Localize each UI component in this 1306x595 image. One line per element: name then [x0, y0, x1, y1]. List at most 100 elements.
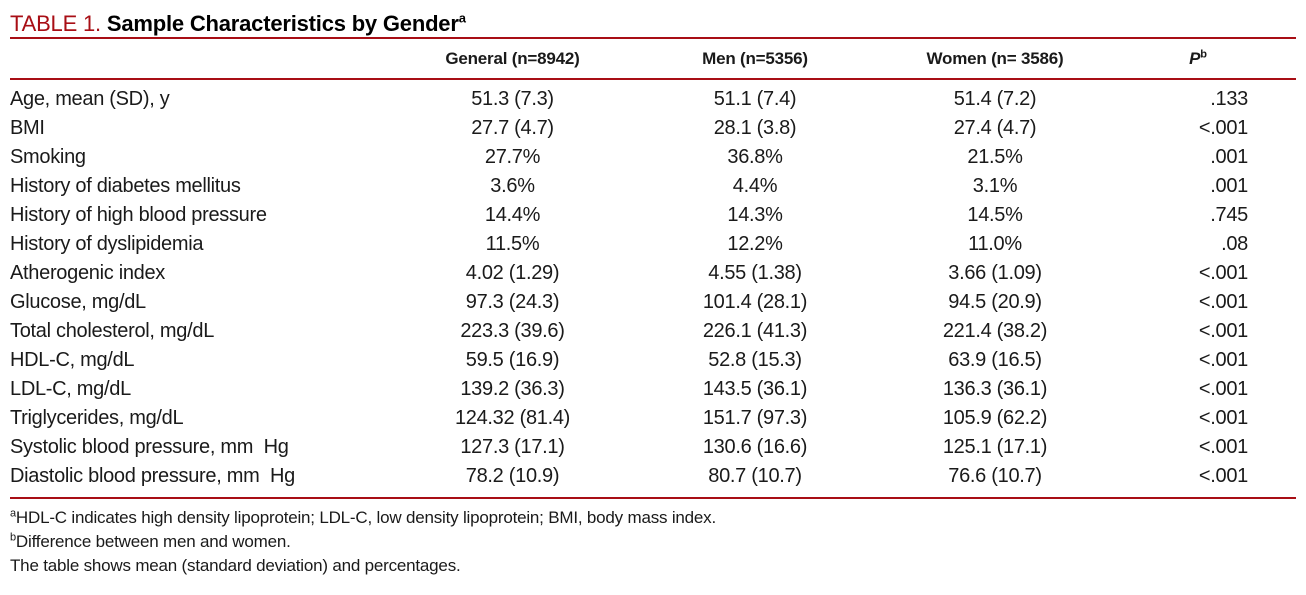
table-body: Age, mean (SD), y 51.3 (7.3) 51.1 (7.4) 51.… [10, 80, 1296, 497]
cell-men: 12.2% [727, 233, 783, 255]
footnote-a-text: HDL-C indicates high density lipoprotein… [15, 508, 716, 527]
cell-men: 80.7 (10.7) [708, 465, 802, 487]
cell-women: 3.1% [972, 175, 1018, 197]
cell-general: 51.3 (7.3) [471, 88, 554, 110]
cell-label: History of high blood pressure [10, 204, 267, 226]
cell-label: Total cholesterol, mg/dL [10, 320, 215, 342]
cell-women: 3.66 (1.09) [948, 262, 1042, 284]
cell-women: 63.9 (16.5) [948, 349, 1042, 371]
cell-men: 36.8% [727, 146, 783, 168]
table-row: Atherogenic index 4.02 (1.29) 4.55 (1.38) 3… [10, 259, 1296, 288]
table-number-label: TABLE 1. [10, 11, 107, 36]
table-title-superscript: a [458, 10, 466, 26]
table-row: HDL-C, mg/dL 59.5 (16.9) 52.8 (15.3) 63.9 (… [10, 346, 1296, 375]
cell-label: BMI [10, 117, 45, 139]
cell-men: 52.8 (15.3) [708, 349, 802, 371]
cell-label: Diastolic blood pressure, mm Hg [10, 465, 295, 487]
cell-women: 21.5% [967, 146, 1023, 168]
cell-p: <.001 [1198, 349, 1248, 371]
cell-men: 130.6 (16.6) [702, 436, 808, 458]
cell-general: 3.6% [490, 175, 535, 197]
footnote-b-text: Difference between men and women. [15, 532, 291, 551]
header-women: Women (n= 3586) [926, 48, 1064, 68]
cell-women: 136.3 (36.1) [942, 378, 1048, 400]
header-p-value: Pb [1100, 49, 1296, 69]
table-header-row: General (n=8942) Men (n=5356) Women (n= … [10, 39, 1296, 78]
cell-label: Triglycerides, mg/dL [10, 407, 184, 429]
cell-p: <.001 [1198, 378, 1248, 400]
cell-men: 226.1 (41.3) [702, 320, 808, 342]
cell-general: 14.4% [484, 204, 541, 226]
cell-p: .133 [1210, 88, 1248, 110]
cell-general: 139.2 (36.3) [460, 378, 565, 400]
table-row: History of dyslipidemia 11.5% 12.2% 11.0% .0… [10, 230, 1296, 259]
footnote-general: The table shows mean (standard deviation… [10, 554, 1296, 578]
cell-label: Systolic blood pressure, mm Hg [10, 436, 289, 458]
footnote-a: aHDL-C indicates high density lipoprotei… [10, 506, 1296, 530]
p-header-superscript: b [1200, 48, 1207, 60]
cell-general: 27.7% [484, 146, 541, 168]
footnote-b: bDifference between men and women. [10, 530, 1296, 554]
table-row: Systolic blood pressure, mm Hg 127.3 (17.… [10, 433, 1296, 462]
table-title: Sample Characteristics by Gender [106, 11, 459, 36]
cell-men: 4.55 (1.38) [708, 262, 802, 284]
footnote-general-text: The table shows mean (standard deviation… [10, 556, 461, 575]
footnote-b-superscript: b [10, 531, 16, 544]
cell-label: LDL-C, mg/dL [10, 378, 131, 400]
header-rule [10, 78, 1296, 80]
cell-women: 51.4 (7.2) [953, 88, 1037, 110]
header-men: Men (n=5356) [702, 48, 808, 68]
cell-men: 14.3% [727, 204, 783, 226]
cell-women: 14.5% [967, 204, 1023, 226]
cell-general: 27.7 (4.7) [471, 117, 554, 139]
cell-general: 4.02 (1.29) [465, 262, 560, 284]
cell-women: 221.4 (38.2) [942, 320, 1048, 342]
cell-general: 11.5% [485, 233, 540, 255]
cell-label: HDL-C, mg/dL [10, 349, 135, 371]
cell-general: 124.32 (81.4) [454, 407, 571, 429]
cell-p: <.001 [1198, 436, 1248, 458]
cell-p: .745 [1210, 204, 1248, 226]
table-row: BMI 27.7 (4.7) 28.1 (3.8) 27.4 (4.7) <.001 [10, 114, 1296, 143]
table-row: Glucose, mg/dL 97.3 (24.3) 101.4 (28.1) 94.… [10, 288, 1296, 317]
cell-women: 76.6 (10.7) [948, 465, 1042, 487]
cell-women: 27.4 (4.7) [953, 117, 1037, 139]
table-row: Triglycerides, mg/dL 124.32 (81.4) 151.7 (… [10, 404, 1296, 433]
cell-p: <.001 [1198, 407, 1248, 429]
cell-label: History of diabetes mellitus [10, 175, 241, 197]
cell-label: History of dyslipidemia [10, 233, 204, 255]
footnote-a-superscript: a [10, 507, 16, 520]
table-caption: TABLE 1. Sample Characteristics by Gende… [10, 0, 1296, 37]
cell-p: <.001 [1198, 465, 1248, 487]
cell-women: 11.0% [968, 233, 1022, 255]
table-row: Smoking 27.7% 36.8% 21.5% .001 [10, 143, 1296, 172]
cell-label: Smoking [10, 146, 86, 168]
cell-general: 127.3 (17.1) [460, 436, 565, 458]
cell-women: 125.1 (17.1) [942, 436, 1048, 458]
cell-general: 223.3 (39.6) [460, 320, 565, 342]
cell-men: 151.7 (97.3) [702, 407, 808, 429]
table-row: Age, mean (SD), y 51.3 (7.3) 51.1 (7.4) 51.… [10, 85, 1296, 114]
cell-general: 78.2 (10.9) [465, 465, 560, 487]
cell-label: Glucose, mg/dL [10, 291, 146, 313]
table-row: Total cholesterol, mg/dL 223.3 (39.6) 226.… [10, 317, 1296, 346]
cell-women: 105.9 (62.2) [942, 407, 1048, 429]
cell-women: 94.5 (20.9) [948, 291, 1042, 313]
table-row: Diastolic blood pressure, mm Hg 78.2 (10.… [10, 462, 1296, 491]
cell-men: 143.5 (36.1) [702, 378, 808, 400]
table-row: LDL-C, mg/dL 139.2 (36.3) 143.5 (36.1) 136.… [10, 375, 1296, 404]
cell-label: Atherogenic index [10, 262, 166, 284]
cell-men: 51.1 (7.4) [713, 88, 797, 110]
cell-general: 97.3 (24.3) [465, 291, 560, 313]
header-general: General (n=8942) [445, 48, 580, 68]
cell-p: <.001 [1198, 117, 1248, 139]
cell-general: 59.5 (16.9) [465, 349, 560, 371]
cell-men: 4.4% [732, 175, 778, 197]
cell-p: .08 [1221, 233, 1248, 255]
cell-men: 28.1 (3.8) [713, 117, 797, 139]
table-row: History of diabetes mellitus 3.6% 4.4% 3.1%… [10, 172, 1296, 201]
cell-p: <.001 [1198, 291, 1248, 313]
p-header-letter: P [1189, 48, 1201, 68]
cell-p: .001 [1210, 175, 1248, 197]
